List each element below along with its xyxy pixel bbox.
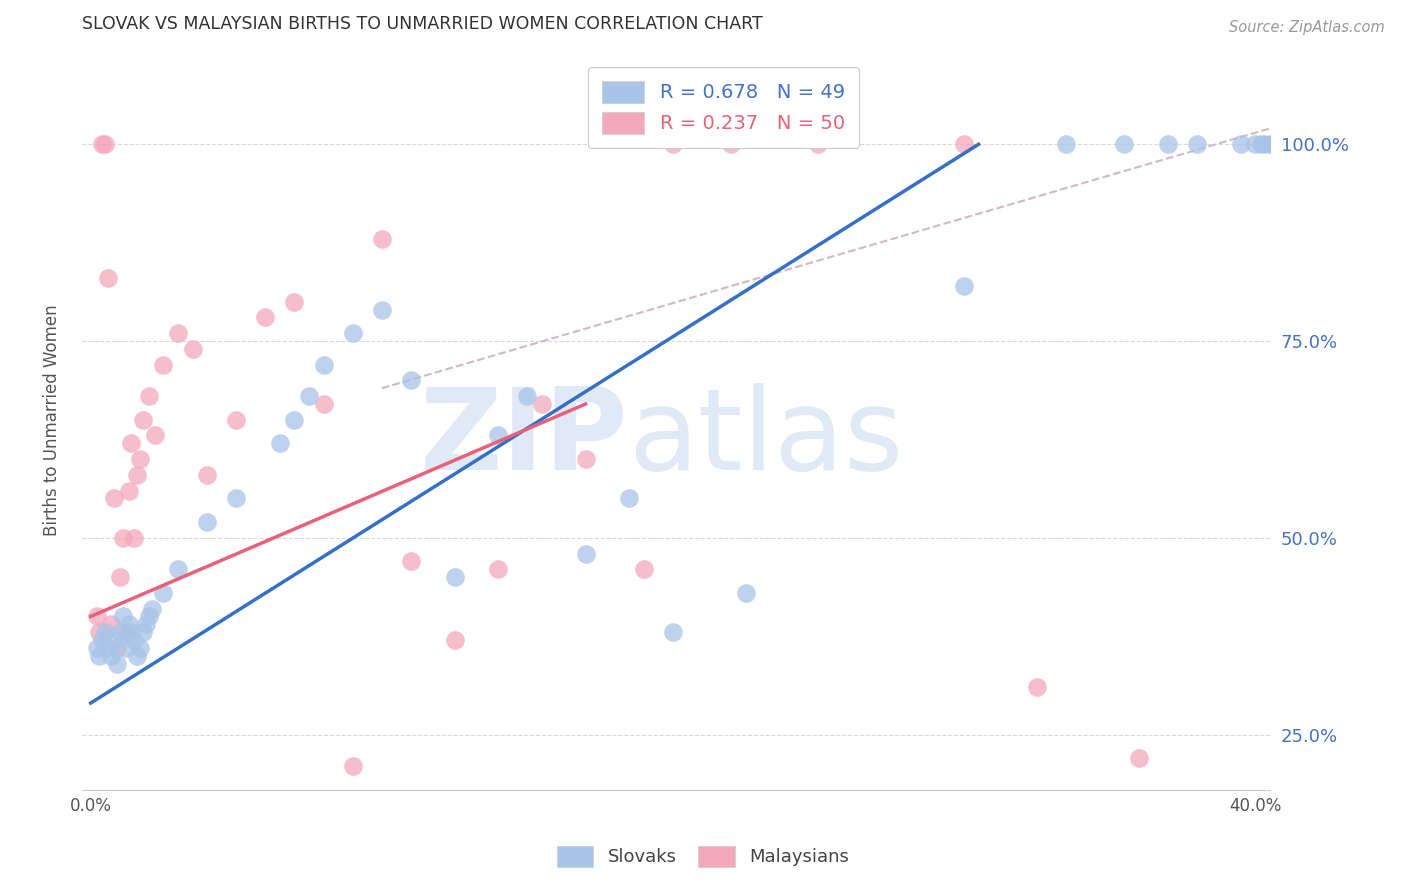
Point [135,617,157,632]
Point [1157,137,1180,152]
Point [371,302,394,317]
Point [94,137,117,152]
Point [486,428,509,442]
Point [342,326,364,340]
Legend: R = 0.678   N = 49, R = 0.237   N = 50: R = 0.678 N = 49, R = 0.237 N = 50 [588,67,859,148]
Point [105,640,128,655]
Point [114,640,136,655]
Point [181,342,204,356]
Text: Source: ZipAtlas.com: Source: ZipAtlas.com [1229,20,1385,35]
Point [167,562,190,576]
Point [1128,751,1150,765]
Point [86,609,108,624]
Point [1185,137,1208,152]
Point [225,491,247,506]
Point [91,633,114,648]
Point [225,413,247,427]
Point [89,648,111,663]
Point [141,601,163,615]
Text: atlas: atlas [628,383,904,493]
Point [1253,137,1275,152]
Point [138,389,160,403]
Point [254,310,277,325]
Point [108,570,131,584]
Point [633,562,655,576]
Point [1229,137,1251,152]
Point [89,625,111,640]
Point [298,389,321,403]
Point [1244,137,1267,152]
Point [114,625,136,640]
Point [127,648,149,663]
Point [138,609,160,624]
Point [167,326,190,340]
Point [103,633,125,648]
Point [342,759,364,773]
Point [399,554,422,568]
Point [953,279,976,293]
Point [117,483,139,498]
Point [100,617,122,632]
Point [807,137,830,152]
Point [195,515,218,529]
Point [120,625,142,640]
Text: SLOVAK VS MALAYSIAN BIRTHS TO UNMARRIED WOMEN CORRELATION CHART: SLOVAK VS MALAYSIAN BIRTHS TO UNMARRIED … [82,15,762,33]
Point [1025,681,1047,695]
Point [734,586,756,600]
Point [371,232,394,246]
Point [111,609,134,624]
Point [1261,137,1284,152]
Point [129,452,152,467]
Point [97,640,120,655]
Point [127,467,149,482]
Point [117,617,139,632]
Point [458,838,481,852]
Point [1258,137,1281,152]
Point [486,562,509,576]
Point [1250,137,1272,152]
Point [105,657,128,671]
Point [399,373,422,387]
Point [953,137,976,152]
Text: ZIP: ZIP [420,383,628,493]
Point [97,271,120,285]
Point [86,640,108,655]
Point [195,467,218,482]
Point [619,491,641,506]
Point [1054,137,1077,152]
Point [120,436,142,450]
Point [132,625,155,640]
Legend: Slovaks, Malaysians: Slovaks, Malaysians [550,838,856,874]
Point [91,137,114,152]
Point [152,586,174,600]
Point [443,633,465,648]
Point [283,294,305,309]
Point [443,570,465,584]
Point [720,137,742,152]
Point [108,625,131,640]
Point [111,531,134,545]
Point [516,389,538,403]
Point [124,633,146,648]
Point [269,436,291,450]
Point [1114,137,1136,152]
Point [662,625,685,640]
Point [94,625,117,640]
Point [129,640,152,655]
Point [100,648,122,663]
Point [103,491,125,506]
Point [574,547,596,561]
Point [132,413,155,427]
Point [312,397,335,411]
Y-axis label: Births to Unmarried Women: Births to Unmarried Women [44,304,60,535]
Point [283,413,305,427]
Point [312,358,335,372]
Point [662,137,685,152]
Point [574,452,596,467]
Point [124,531,146,545]
Point [152,358,174,372]
Point [143,428,166,442]
Point [530,397,553,411]
